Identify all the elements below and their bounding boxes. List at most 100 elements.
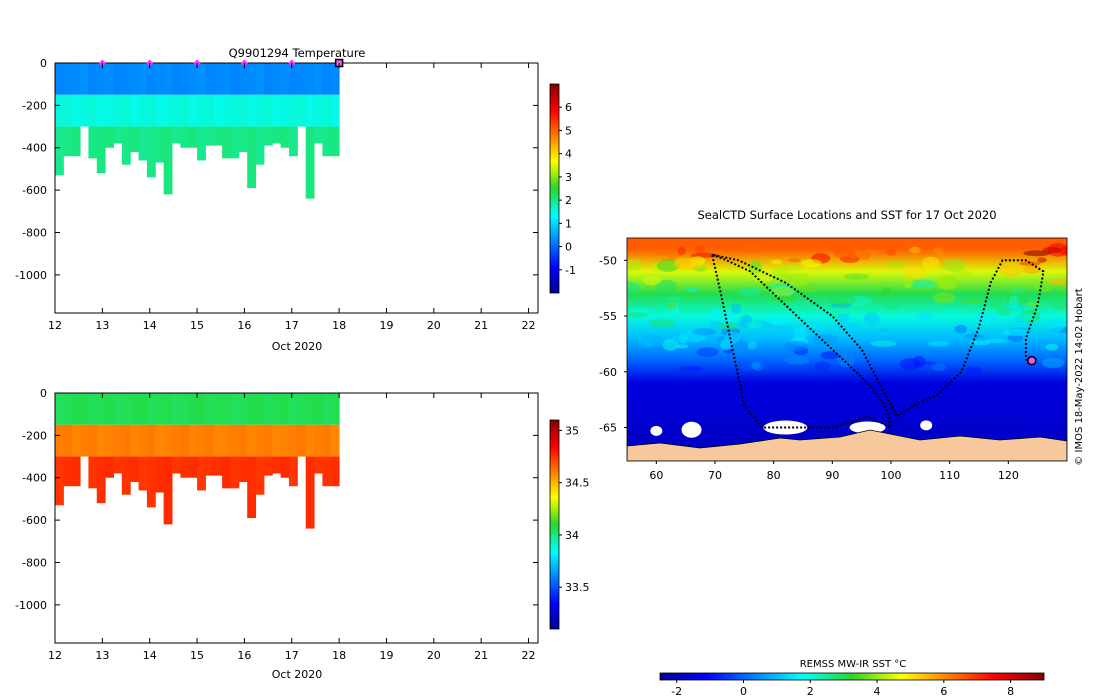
sst-eddy [627,312,649,318]
section-cell [171,94,181,127]
sst-eddy [786,264,800,271]
sst-eddy [933,247,944,255]
section-cell [71,94,81,127]
sst-colorbar-tick-label: 8 [1007,685,1014,698]
sst-colorbar-tick-label: 2 [807,685,814,698]
section-cell [130,94,140,127]
y-tick-label: -800 [22,226,47,239]
section-cell [121,94,131,127]
sst-eddy [937,275,955,290]
map-title: SealCTD Surface Locations and SST for 17… [697,208,996,222]
colorbar-tick-label: 6 [565,101,572,114]
sst-eddy [968,340,991,346]
section-cell [188,94,198,127]
sst-eddy [771,323,795,337]
section-cell [297,424,307,457]
section-cell [155,126,165,163]
x-tick-label: 22 [522,319,536,332]
section-cell [280,126,290,148]
section-cell [63,126,73,157]
sst-eddy [804,322,822,329]
section-cell [55,94,64,127]
y-tick-label: -800 [22,556,47,569]
section-cell [288,126,298,157]
x-tick-label: 15 [190,649,204,662]
section-cell [230,393,240,425]
sst-eddy [1023,250,1051,257]
antarctica-land [627,429,1067,461]
sst-eddy [887,261,905,267]
section-cell [238,63,248,95]
sst-eddy [812,334,839,346]
section-cell [263,126,273,146]
sst-eddy [1051,318,1064,333]
temperature-panel: Q9901294 Temperature 12 13 14 15 16 17 18 19 20 2… [15,46,576,353]
section-cell [71,393,81,425]
sst-eddy [642,276,662,286]
section-cell [305,126,315,199]
section-cell [71,456,81,487]
sst-eddy [836,313,850,323]
x-tick-label: 19 [379,319,393,332]
sst-eddy [677,246,686,256]
x-tick-label: 17 [285,319,299,332]
section-cell [121,63,131,95]
colorbar-tick-label: 33.5 [565,581,590,594]
sst-eddy [950,270,973,280]
section-cell [105,424,114,457]
section-cell [330,424,340,457]
colorbar-tick-label: 5 [565,124,572,137]
section-cell [71,126,81,157]
y-tick-label: -400 [22,142,47,155]
sst-eddy [961,299,985,305]
section-cell [322,126,332,157]
section-cell [71,424,81,457]
y-tick-label: -1000 [15,269,47,282]
section-cell [197,424,206,457]
section-cell [213,63,223,95]
section-cell [138,393,148,425]
sst-colorbar-tick-label: 0 [740,685,747,698]
section-cell [138,424,148,457]
section-cell [180,393,190,425]
section-cell [247,126,257,188]
colorbar-tick-label: 34.5 [565,477,590,490]
section-cell [188,424,198,457]
section-cell [263,456,273,476]
colorbar-tick-label: 4 [565,148,572,161]
sst-map-panel: SealCTD Surface Locations and SST for 17… [599,208,1085,698]
sst-colorbar [659,672,1045,681]
section-cell [88,456,98,489]
section-cell [171,126,181,144]
sst-eddy [829,309,840,321]
section-cell [263,393,273,425]
section-cell [121,424,131,457]
sst-eddy [1023,265,1042,274]
section-cell [314,63,323,95]
seal-track [710,253,1045,430]
sst-colorbar-label: REMSS MW-IR SST °C [800,659,907,670]
salinity-x-ticks: 12 13 14 15 16 17 18 19 20 21 22 [48,393,536,662]
section-cell [96,94,106,127]
x-tick-label: 19 [379,649,393,662]
section-cell [263,94,273,127]
y-tick-label: -600 [22,184,47,197]
x-tick-label: 14 [143,649,157,662]
salinity-y-ticks: 0 -200 -400 -600 -800 -1000 [15,387,538,612]
section-cell [63,63,73,95]
section-cell [213,424,223,457]
sst-eddy [740,245,764,253]
section-cell [280,393,290,425]
section-cell [230,126,240,159]
sst-eddy [1011,313,1036,321]
section-cell [55,393,64,425]
sea-ice-patch [650,425,663,436]
section-cell [205,456,215,476]
sst-eddy [843,273,870,280]
section-cell [146,456,156,508]
y-tick-label: -200 [22,99,47,112]
temperature-axes-frame [54,62,539,314]
section-cell [113,94,123,127]
section-cell [155,393,165,425]
section-cell [213,456,223,476]
